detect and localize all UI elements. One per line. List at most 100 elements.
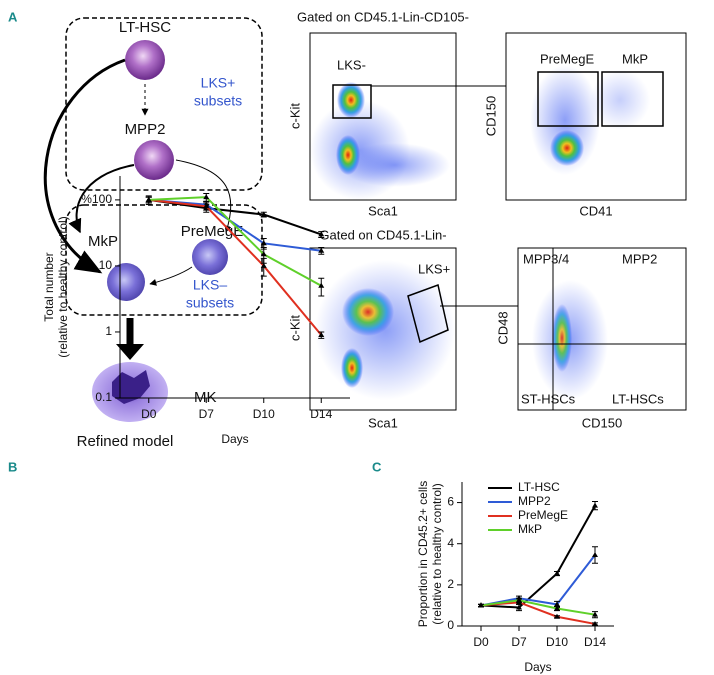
y-tick-label: 0 [447, 618, 454, 632]
legend-label: MPP2 [518, 494, 551, 508]
point [203, 194, 210, 200]
axis-label: CD48 [495, 311, 510, 344]
point [592, 611, 598, 617]
y-tick-label: %100 [81, 192, 112, 206]
point [478, 602, 484, 608]
x-tick-label: D14 [584, 635, 606, 649]
point [318, 247, 325, 253]
series-line [480, 554, 596, 607]
arrow [43, 58, 126, 274]
axis-label: CD41 [579, 203, 612, 218]
series-line [480, 601, 596, 625]
density [336, 135, 360, 175]
point [592, 620, 598, 626]
plot-title: Gated on CD45.1-Lin-CD105- [297, 9, 469, 24]
x-tick-label: D7 [199, 407, 215, 421]
axis-label: CD150 [582, 415, 622, 430]
point [260, 240, 267, 246]
x-axis-label: Days [524, 660, 551, 674]
cell-label: MK [194, 389, 217, 406]
axis-label: Sca1 [368, 203, 398, 218]
lks-minus-box [65, 204, 263, 316]
point [592, 552, 598, 558]
gate-label: PreMegE [540, 51, 595, 66]
gate [407, 284, 449, 344]
cell-label: LT-HSC [119, 19, 171, 36]
point [554, 605, 560, 611]
axis-label: Sca1 [368, 415, 398, 430]
y-tick-label: 1 [105, 324, 112, 338]
gate-label: MkP [622, 51, 648, 66]
y-axis-label: (relative to healthy control) [56, 216, 70, 357]
gate-label: ST-HSCs [521, 391, 576, 406]
y-tick-label: 4 [447, 536, 454, 550]
cell [192, 239, 228, 275]
plot-title: Gated on CD45.1-Lin- [319, 227, 446, 242]
gate [332, 84, 372, 119]
axis-label: c-Kit [287, 315, 302, 341]
x-tick-label: D10 [253, 407, 275, 421]
point [260, 211, 267, 217]
point [260, 262, 267, 268]
point [260, 251, 267, 257]
gate-label: LKS- [337, 57, 366, 72]
point [203, 203, 210, 209]
density [341, 348, 363, 388]
nucleus [112, 370, 150, 404]
axis-label: c-Kit [287, 103, 302, 129]
subset-label: LKS– [193, 277, 227, 293]
gate-label: MPP2 [622, 251, 657, 266]
point [554, 601, 560, 607]
subset-label: subsets [194, 93, 242, 109]
gate [601, 71, 664, 127]
caption: Refined model [77, 433, 174, 450]
density [590, 70, 650, 130]
y-axis-label: Total number [42, 252, 56, 321]
x-tick-label: D0 [473, 635, 489, 649]
series-line [480, 505, 596, 609]
arrow [175, 159, 232, 233]
gate-label: LKS+ [418, 261, 450, 276]
x-tick-label: D7 [511, 635, 527, 649]
point [318, 282, 325, 288]
arrow [149, 266, 193, 286]
point [516, 604, 522, 610]
y-axis-label: Proportion in CD45.2+ cells [416, 481, 430, 627]
point [145, 196, 152, 202]
panel-label: B [8, 459, 17, 474]
y-tick-label: 6 [447, 495, 454, 509]
legend-label: MkP [518, 522, 542, 536]
series-line [480, 599, 596, 616]
point [554, 570, 560, 576]
x-tick-label: D14 [310, 407, 332, 421]
point [592, 502, 598, 508]
density [342, 288, 394, 336]
y-tick-label: 0.1 [95, 390, 112, 404]
cell [134, 140, 174, 180]
axis-label: CD150 [483, 96, 498, 136]
density [552, 304, 572, 372]
cell-label: MkP [88, 233, 118, 250]
x-axis-label: Days [221, 432, 248, 446]
model-diagram: LT-HSC LKS+ subsets MPP2 MkP PreMegE LKS… [43, 17, 263, 450]
density [550, 130, 584, 166]
panel-label: A [8, 9, 18, 24]
cell-label: MPP2 [125, 121, 166, 138]
lks-plus-box [65, 17, 263, 191]
flow-plots: Gated on CD45.1-Lin-CD105- LKS- c-Kit Sc… [287, 9, 687, 430]
density [337, 82, 365, 118]
gate [537, 71, 599, 127]
density [340, 143, 450, 187]
subset-label: LKS+ [201, 75, 236, 91]
y-axis-label: (relative to healthy control) [430, 483, 444, 624]
gate-label: MPP3/4 [523, 251, 569, 266]
subset-label: subsets [186, 295, 234, 311]
series-line [148, 198, 323, 336]
arrowhead [116, 344, 144, 360]
y-tick-label: 2 [447, 577, 454, 591]
point [554, 613, 560, 619]
cell [125, 40, 165, 80]
x-tick-label: D0 [141, 407, 157, 421]
legend-label: LT-HSC [518, 480, 560, 494]
